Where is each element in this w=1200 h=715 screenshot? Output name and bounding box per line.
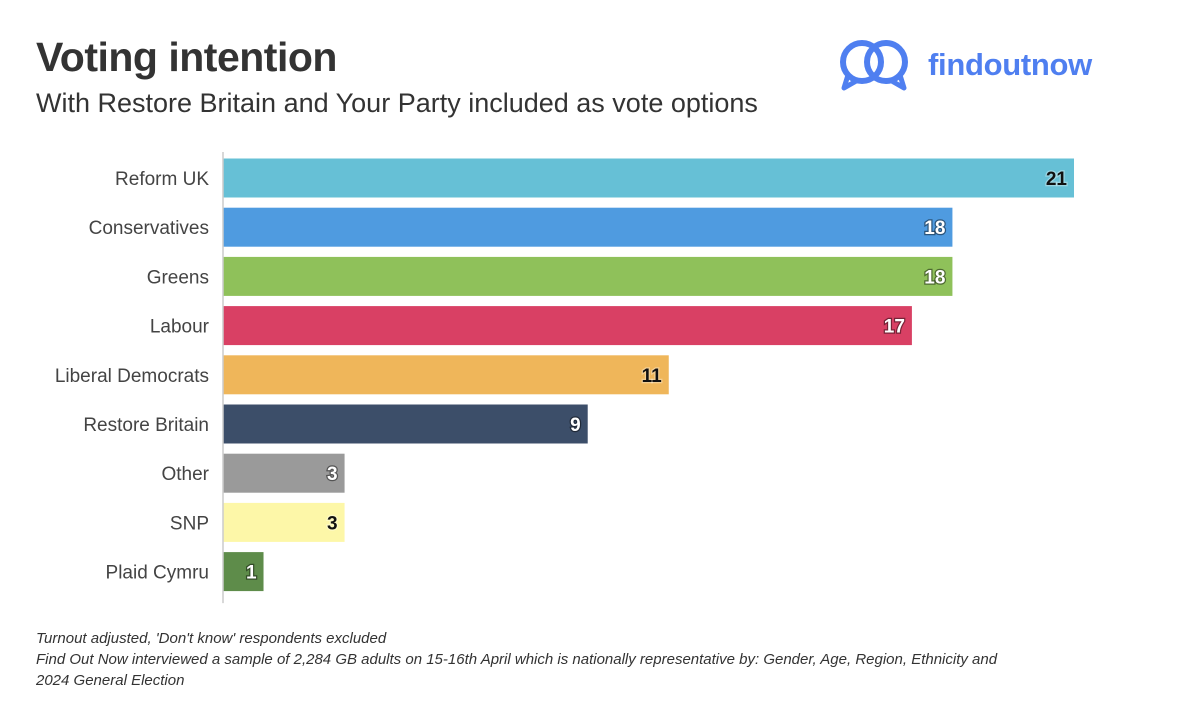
bar: [223, 158, 1074, 198]
findoutnow-logo: findoutnow: [838, 38, 1092, 92]
bar: [223, 306, 912, 346]
speech-bubbles-icon: [840, 40, 908, 91]
category-label: Plaid Cymru: [106, 563, 209, 584]
data-label: 11: [642, 366, 663, 387]
footnote-line-1: Turnout adjusted, 'Don't know' responden…: [36, 630, 387, 647]
data-label: 1: [246, 563, 257, 584]
data-label: 3: [327, 464, 338, 485]
category-label: Conservatives: [89, 218, 209, 239]
footnote: Turnout adjusted, 'Don't know' responden…: [36, 628, 1136, 691]
category-label: SNP: [170, 513, 209, 534]
data-label: 3: [327, 513, 338, 534]
data-label: 9: [570, 415, 581, 436]
data-label: 21: [1046, 169, 1068, 190]
footnote-line-2: Find Out Now interviewed a sample of 2,2…: [36, 651, 998, 668]
category-label: Reform UK: [115, 169, 209, 190]
data-label: 18: [924, 218, 945, 239]
bar: [223, 552, 264, 592]
bar: [223, 355, 669, 395]
data-label: 18: [924, 267, 945, 288]
bar: [223, 453, 345, 493]
chart-subtitle: With Restore Britain and Your Party incl…: [36, 88, 758, 118]
category-label: Greens: [147, 267, 209, 288]
bar: [223, 256, 953, 296]
category-label: Liberal Democrats: [55, 366, 209, 387]
footnote-line-3: 2024 General Election: [36, 672, 185, 689]
bar: [223, 207, 953, 247]
bar-chart: Reform UK 21 Conservatives 18 Greens 18 Labour…: [55, 152, 1074, 604]
logo-wordmark: findoutnow: [928, 47, 1092, 82]
category-label: Labour: [150, 317, 210, 338]
bar: [223, 502, 345, 542]
chart-title: Voting intention: [36, 34, 337, 80]
data-label: 17: [884, 317, 905, 338]
bar: [223, 404, 588, 444]
category-label: Other: [161, 464, 209, 485]
category-label: Restore Britain: [83, 415, 209, 436]
